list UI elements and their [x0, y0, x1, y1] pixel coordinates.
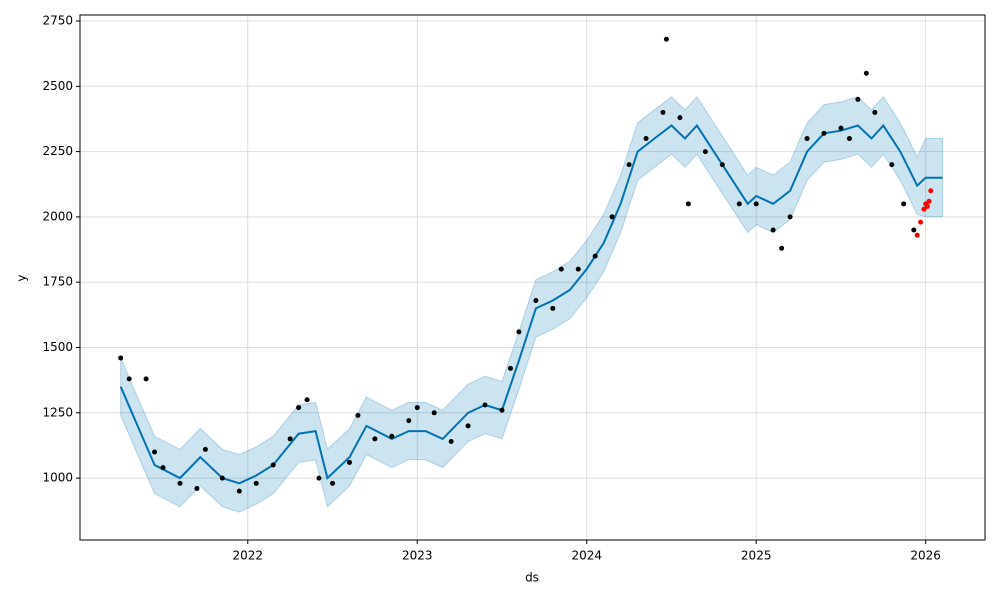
data-point: [863, 70, 869, 76]
data-point: [448, 439, 454, 445]
data-point: [550, 305, 556, 311]
data-point: [316, 475, 322, 481]
data-point: [270, 462, 276, 468]
data-point: [533, 297, 539, 303]
data-point: [482, 402, 488, 408]
data-point: [118, 355, 124, 361]
x-axis-label: ds: [525, 571, 539, 585]
data-point: [414, 405, 420, 411]
uncertainty-band: [120, 95, 944, 513]
data-point: [219, 475, 225, 481]
data-point: [921, 206, 927, 212]
data-point: [355, 412, 361, 418]
data-point: [804, 136, 810, 142]
y-tick-label: 1250: [42, 405, 73, 419]
data-point: [926, 198, 932, 204]
y-tick-label: 2500: [42, 79, 73, 93]
y-axis-label: y: [15, 274, 29, 281]
data-point: [202, 446, 208, 452]
data-point: [431, 410, 437, 416]
x-tick-label: 2022: [233, 549, 264, 563]
data-point: [685, 201, 691, 207]
data-point: [389, 433, 395, 439]
data-point: [194, 486, 200, 492]
data-point: [928, 188, 934, 194]
data-point: [177, 480, 183, 486]
data-point: [914, 232, 920, 238]
x-tick-label: 2025: [741, 549, 772, 563]
data-point: [592, 253, 598, 259]
data-point: [465, 423, 471, 429]
plot-frame: [79, 14, 986, 541]
data-point: [660, 109, 666, 115]
y-tick-label: 2750: [42, 14, 73, 28]
data-point: [924, 203, 930, 209]
data-point: [753, 201, 759, 207]
data-point: [846, 136, 852, 142]
data-point: [516, 329, 522, 335]
y-tick-label: 1500: [42, 340, 73, 354]
data-point: [663, 36, 669, 42]
y-tick-label: 2250: [42, 144, 73, 158]
data-point: [779, 245, 785, 251]
data-point: [143, 376, 149, 382]
data-point: [575, 266, 581, 272]
data-point: [253, 480, 259, 486]
data-point: [838, 125, 844, 131]
data-point: [626, 162, 632, 168]
data-point: [236, 488, 242, 494]
data-point: [855, 96, 861, 102]
data-point: [901, 201, 907, 207]
data-point: [507, 365, 513, 371]
data-point: [872, 109, 878, 115]
data-point: [821, 130, 827, 136]
data-point: [304, 397, 310, 403]
data-point: [918, 219, 924, 225]
y-tick-label: 1000: [42, 471, 73, 485]
data-point: [346, 459, 352, 465]
data-point: [160, 465, 166, 471]
data-point: [152, 449, 158, 455]
data-point: [770, 227, 776, 233]
data-point: [296, 405, 302, 411]
data-point: [787, 214, 793, 220]
data-point: [558, 266, 564, 272]
y-tick-label: 2000: [42, 209, 73, 223]
data-point: [643, 136, 649, 142]
y-tick-label: 1750: [42, 275, 73, 289]
x-tick-label: 2024: [571, 549, 602, 563]
data-point: [499, 407, 505, 413]
data-point: [126, 376, 132, 382]
data-point: [736, 201, 742, 207]
data-point: [719, 162, 725, 168]
data-point: [330, 480, 336, 486]
x-tick-label: 2026: [910, 549, 941, 563]
data-point: [889, 162, 895, 168]
data-point: [677, 115, 683, 121]
data-point: [702, 149, 708, 155]
x-tick-label: 2023: [402, 549, 433, 563]
data-point: [372, 436, 378, 442]
data-point: [609, 214, 615, 220]
data-point: [911, 227, 917, 233]
data-point: [287, 436, 293, 442]
data-point: [406, 418, 412, 424]
